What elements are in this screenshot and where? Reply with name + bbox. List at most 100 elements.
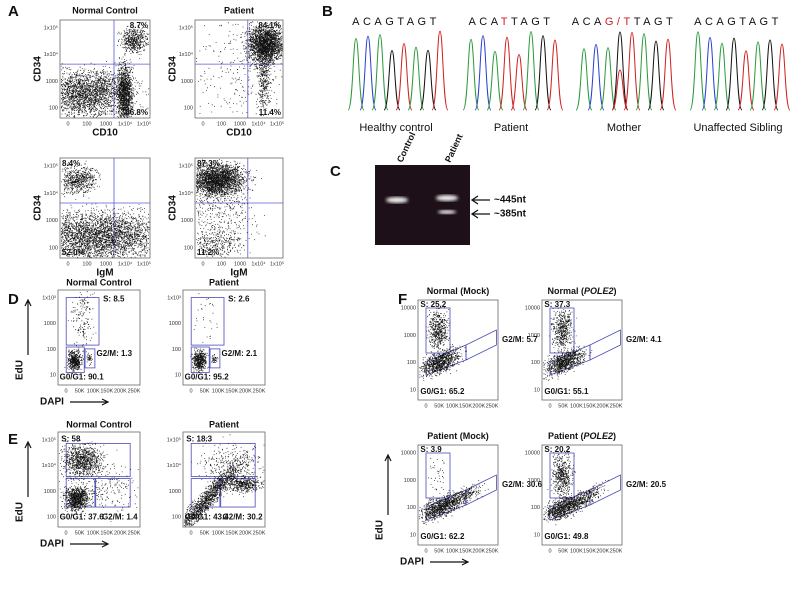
y-axis-label: CD34 [168,56,179,82]
y-tick-label: 10000 [525,450,540,456]
gel [375,165,470,245]
event-dots [61,203,150,258]
y-tick-label: 1x10⁴ [179,51,194,58]
y-tick-label: 1x10⁴ [44,51,59,58]
x-tick-label: 250K [128,530,141,536]
gate-label: G0/G1: 90.1 [60,373,105,382]
gate [190,297,225,346]
y-tick-label: 100 [49,245,58,251]
x-tick-label: 200K [596,548,609,554]
gate-label: G2/M: 30.2 [223,513,264,522]
trace-peak [689,31,707,111]
x-tick-label: 0 [548,403,551,409]
x-tick-label: 1x10⁵ [137,260,151,267]
trace-peak [486,50,504,111]
y-tick-label: 10 [410,387,416,393]
y-tick-label: 100 [49,105,58,111]
x-tick-label: 200K [472,403,485,409]
y-tick-label: 10 [410,532,416,538]
arrow [24,440,32,497]
plot-title: Normal Control [72,5,138,15]
title-part: POLE2 [584,286,614,296]
y-tick-label: 100 [531,360,540,366]
y-tick-label: 100 [531,505,540,511]
gate-label: S: 8.5 [103,295,125,304]
event-dots [114,53,136,118]
event-dots [419,490,468,525]
x-tick-label: 0 [548,548,551,554]
x-tick-label: 0 [66,261,69,267]
trace-peak [623,32,641,111]
gate [209,348,221,369]
title-part: Normal ( [547,286,584,296]
y-tick-label: 10 [175,372,181,378]
plot-title: Normal (Mock) [427,286,490,296]
event-dots [425,303,451,359]
trace-peak [359,35,377,111]
y-tick-label: 100 [184,245,193,251]
y-tick-label: 10000 [401,305,416,311]
gate-label: G0/G1: 62.2 [420,532,465,541]
title-part: Normal (Mock) [427,286,490,296]
x-tick-label: 1x10⁴ [251,260,266,267]
y-tick-label: 1x10⁴ [179,190,194,197]
gate-percent: 8.7% [130,21,148,30]
trace-peak [371,34,389,111]
trace-peak [611,69,629,111]
x-tick-label: 0 [201,121,204,127]
sequence-part: T [501,16,511,28]
x-tick-label: 100K [87,530,100,536]
plot-frame [417,299,499,401]
y-tick-label: 100 [47,347,56,353]
y-tick-label: 1000 [404,333,416,339]
event-dots [547,448,576,506]
sequence-caption: Healthy control [359,122,432,134]
gate-percent: 8.4% [62,159,80,168]
x-tick-label: 0 [64,388,67,394]
gate-label: G2/M: 4.1 [626,335,662,344]
y-axis-label: CD34 [168,195,179,221]
arrow [24,298,32,355]
x-tick-label: 1000 [234,261,246,267]
event-dots [60,481,94,516]
plot-title: Normal Control [66,419,132,429]
x-axis-label: DAPI [40,397,64,408]
y-axis-label: EdU [15,360,26,380]
y-tick-label: 1x10⁴ [42,462,57,469]
event-dots [549,307,578,358]
event-dots [196,22,283,115]
trace-peak [419,49,437,111]
y-tick-label: 1x10³ [42,295,56,301]
x-axis-label: IgM [230,268,247,279]
sequence-caption: Patient [494,122,528,134]
y-tick-label: 10000 [401,450,416,456]
trace-peak [749,41,767,111]
event-dots [428,457,445,497]
gate-label: S: 37.3 [544,300,570,309]
gate-label: G0/G1: 49.8 [544,532,589,541]
x-tick-label: 200K [114,388,127,394]
x-tick-label: 100K [446,548,459,554]
title-part: POLE2 [584,431,614,441]
gate [65,442,131,478]
y-tick-label: 100 [407,360,416,366]
event-dots [196,162,266,258]
x-tick-label: 200K [114,530,127,536]
y-tick-label: 10 [50,372,56,378]
arrow [470,209,490,219]
title-part: Patient (Mock) [427,431,489,441]
panel-label: D [8,291,19,308]
plot-title: Patient (Mock) [427,431,489,441]
x-tick-label: 200K [239,388,252,394]
y-tick-label: 1x10³ [167,295,181,301]
x-tick-label: 250K [128,388,141,394]
x-tick-label: 250K [486,403,499,409]
event-dots [64,347,84,376]
sequence: ACAGTAGT [694,16,782,28]
gate [65,297,100,346]
x-tick-label: 150K [100,530,113,536]
y-axis-label: CD34 [33,195,44,221]
event-dots [190,347,210,373]
x-tick-label: 1000 [234,121,246,127]
trace-peak [599,47,617,111]
